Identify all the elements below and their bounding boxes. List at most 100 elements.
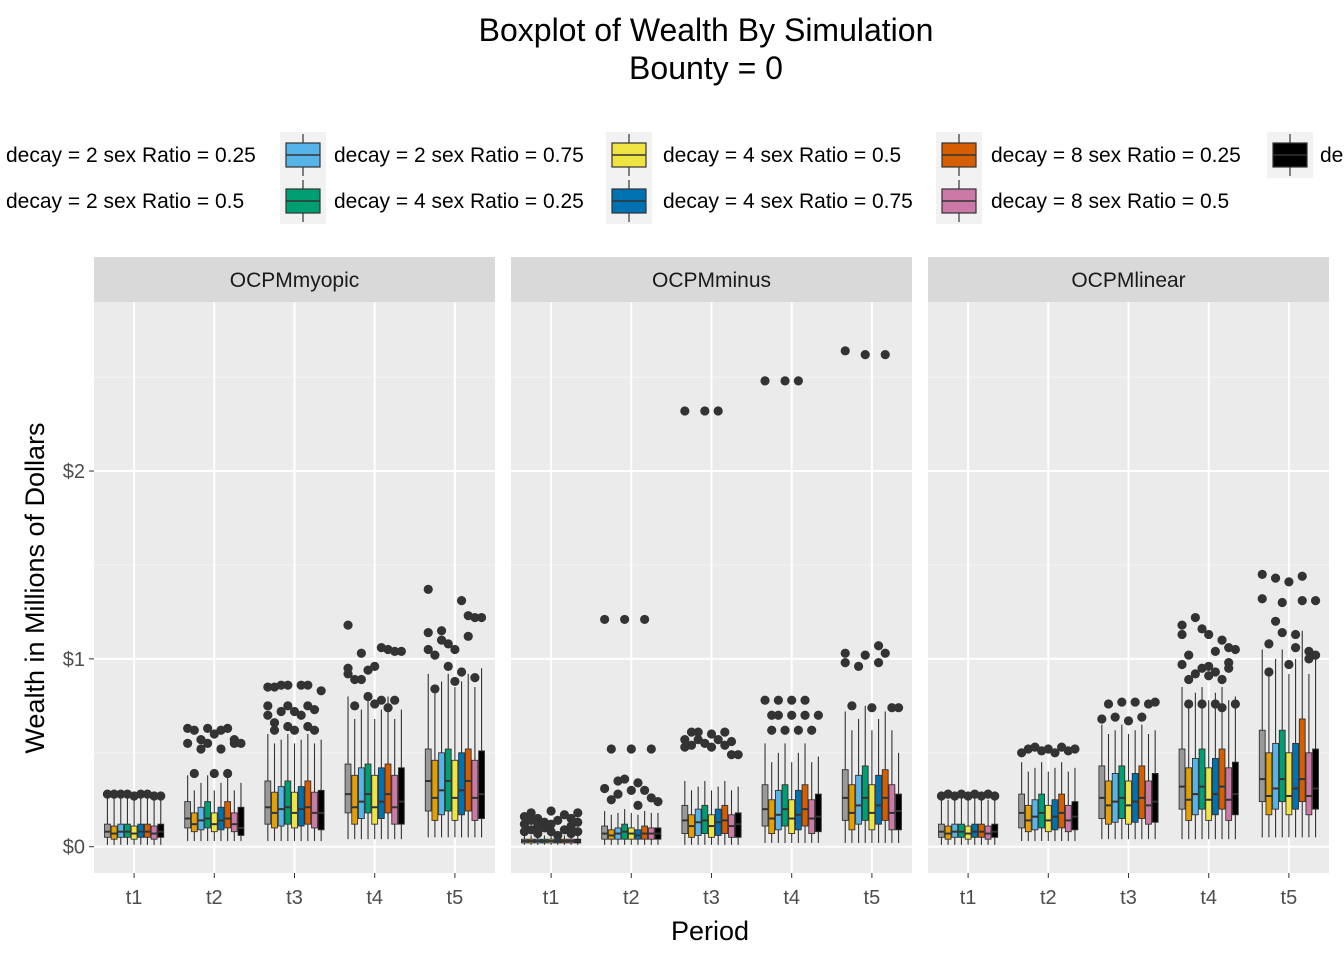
boxplot-box bbox=[963, 791, 973, 845]
boxplot-box bbox=[1204, 629, 1214, 840]
outlier-point bbox=[1197, 624, 1207, 634]
y-axis: $0 $1 $2 bbox=[63, 461, 94, 859]
boxplot-box bbox=[847, 701, 857, 843]
boxplot-box bbox=[1017, 748, 1027, 842]
outlier-point bbox=[626, 744, 636, 754]
outlier-point bbox=[860, 650, 870, 660]
boxplot-box bbox=[1217, 635, 1227, 840]
boxplot-box bbox=[626, 744, 636, 845]
outlier-point bbox=[189, 768, 199, 779]
outlier-point bbox=[1150, 697, 1160, 707]
outlier-point bbox=[990, 791, 1000, 801]
boxplot-box bbox=[566, 813, 576, 845]
boxplot-box bbox=[1304, 646, 1314, 838]
outlier-point bbox=[773, 710, 783, 720]
boxplot-box bbox=[620, 614, 630, 845]
outlier-point bbox=[807, 725, 817, 735]
outlier-point bbox=[559, 810, 570, 820]
boxplot-box bbox=[1177, 620, 1187, 840]
boxplot-box bbox=[573, 808, 583, 845]
x-tick-label: t3 bbox=[1120, 887, 1137, 909]
outlier-point bbox=[633, 778, 643, 788]
outlier-point bbox=[1264, 639, 1274, 649]
boxplot-box bbox=[780, 376, 790, 843]
outlier-point bbox=[209, 768, 219, 779]
outlier-point bbox=[196, 744, 206, 754]
outlier-point bbox=[436, 635, 447, 645]
outlier-point bbox=[646, 793, 656, 803]
outlier-point bbox=[456, 596, 467, 606]
outlier-point bbox=[296, 710, 306, 720]
boxplot-box bbox=[773, 695, 783, 843]
outlier-point bbox=[269, 725, 280, 735]
outlier-point bbox=[800, 695, 810, 705]
outlier-point bbox=[887, 703, 897, 713]
outlier-point bbox=[303, 721, 313, 732]
outlier-point bbox=[356, 674, 366, 685]
outlier-point bbox=[370, 699, 380, 709]
outlier-point bbox=[880, 648, 890, 658]
y-tick-label: $0 bbox=[63, 837, 85, 859]
boxplot-box bbox=[1284, 577, 1294, 838]
legend-label: decay = 4 sex Ratio = 0.5 bbox=[663, 144, 901, 167]
boxplot-box bbox=[203, 723, 213, 842]
boxplot-box bbox=[1297, 571, 1307, 838]
outlier-point bbox=[296, 680, 306, 690]
boxplot-box bbox=[706, 729, 717, 845]
outlier-point bbox=[700, 738, 710, 748]
boxplot-box bbox=[1137, 712, 1147, 840]
outlier-point bbox=[1123, 716, 1134, 726]
outlier-point bbox=[620, 774, 630, 784]
outlier-point bbox=[1310, 596, 1321, 606]
facet-panel: OCPMminus t1 t2 t3 t4 t5 bbox=[511, 257, 912, 909]
boxplot-box bbox=[813, 710, 823, 843]
outlier-point bbox=[1217, 635, 1227, 645]
boxplot-box bbox=[956, 789, 967, 845]
boxplot-box bbox=[1070, 744, 1080, 842]
outlier-point bbox=[700, 406, 710, 416]
boxplot-box bbox=[1050, 748, 1060, 842]
outlier-point bbox=[633, 800, 643, 810]
outlier-point bbox=[189, 725, 199, 735]
outlier-point bbox=[443, 661, 453, 671]
outlier-point bbox=[350, 674, 360, 685]
legend-key bbox=[936, 178, 982, 224]
boxplot-box bbox=[1043, 744, 1053, 842]
outlier-point bbox=[283, 701, 293, 711]
boxplot-box bbox=[1257, 569, 1267, 838]
boxplot-box bbox=[423, 584, 433, 838]
boxplot-box bbox=[867, 703, 877, 843]
facet-label: OCPMmyopic bbox=[230, 269, 360, 292]
outlier-point bbox=[893, 703, 904, 713]
boxplot-box bbox=[1097, 714, 1107, 840]
outlier-point bbox=[269, 718, 280, 728]
boxplot-box bbox=[860, 349, 870, 843]
chart-subtitle: Bounty = 0 bbox=[629, 50, 783, 86]
outlier-point bbox=[216, 744, 226, 754]
outlier-point bbox=[196, 735, 206, 745]
boxplot-box bbox=[1184, 650, 1194, 840]
outlier-point bbox=[1110, 712, 1120, 722]
x-tick-label: t1 bbox=[543, 887, 560, 909]
outlier-point bbox=[423, 627, 433, 638]
outlier-point bbox=[873, 658, 884, 668]
boxplot-box bbox=[646, 744, 656, 845]
legend-label: decay = 2 sex Ratio = 0.25 bbox=[6, 144, 256, 167]
outlier-point bbox=[1230, 699, 1240, 709]
outlier-point bbox=[546, 827, 556, 837]
boxplot-box bbox=[309, 704, 320, 842]
legend-label: de bbox=[1320, 144, 1343, 167]
boxplot-box bbox=[1264, 639, 1274, 838]
outlier-point bbox=[546, 806, 556, 816]
boxplot-box bbox=[873, 641, 884, 843]
outlier-point bbox=[136, 789, 146, 799]
outlier-point bbox=[720, 740, 730, 750]
outlier-point bbox=[289, 706, 300, 717]
boxplot-box bbox=[880, 349, 890, 843]
outlier-point bbox=[263, 710, 273, 720]
outlier-point bbox=[1177, 620, 1187, 630]
outlier-point bbox=[767, 725, 777, 735]
outlier-point bbox=[209, 729, 219, 739]
outlier-point bbox=[693, 727, 703, 737]
